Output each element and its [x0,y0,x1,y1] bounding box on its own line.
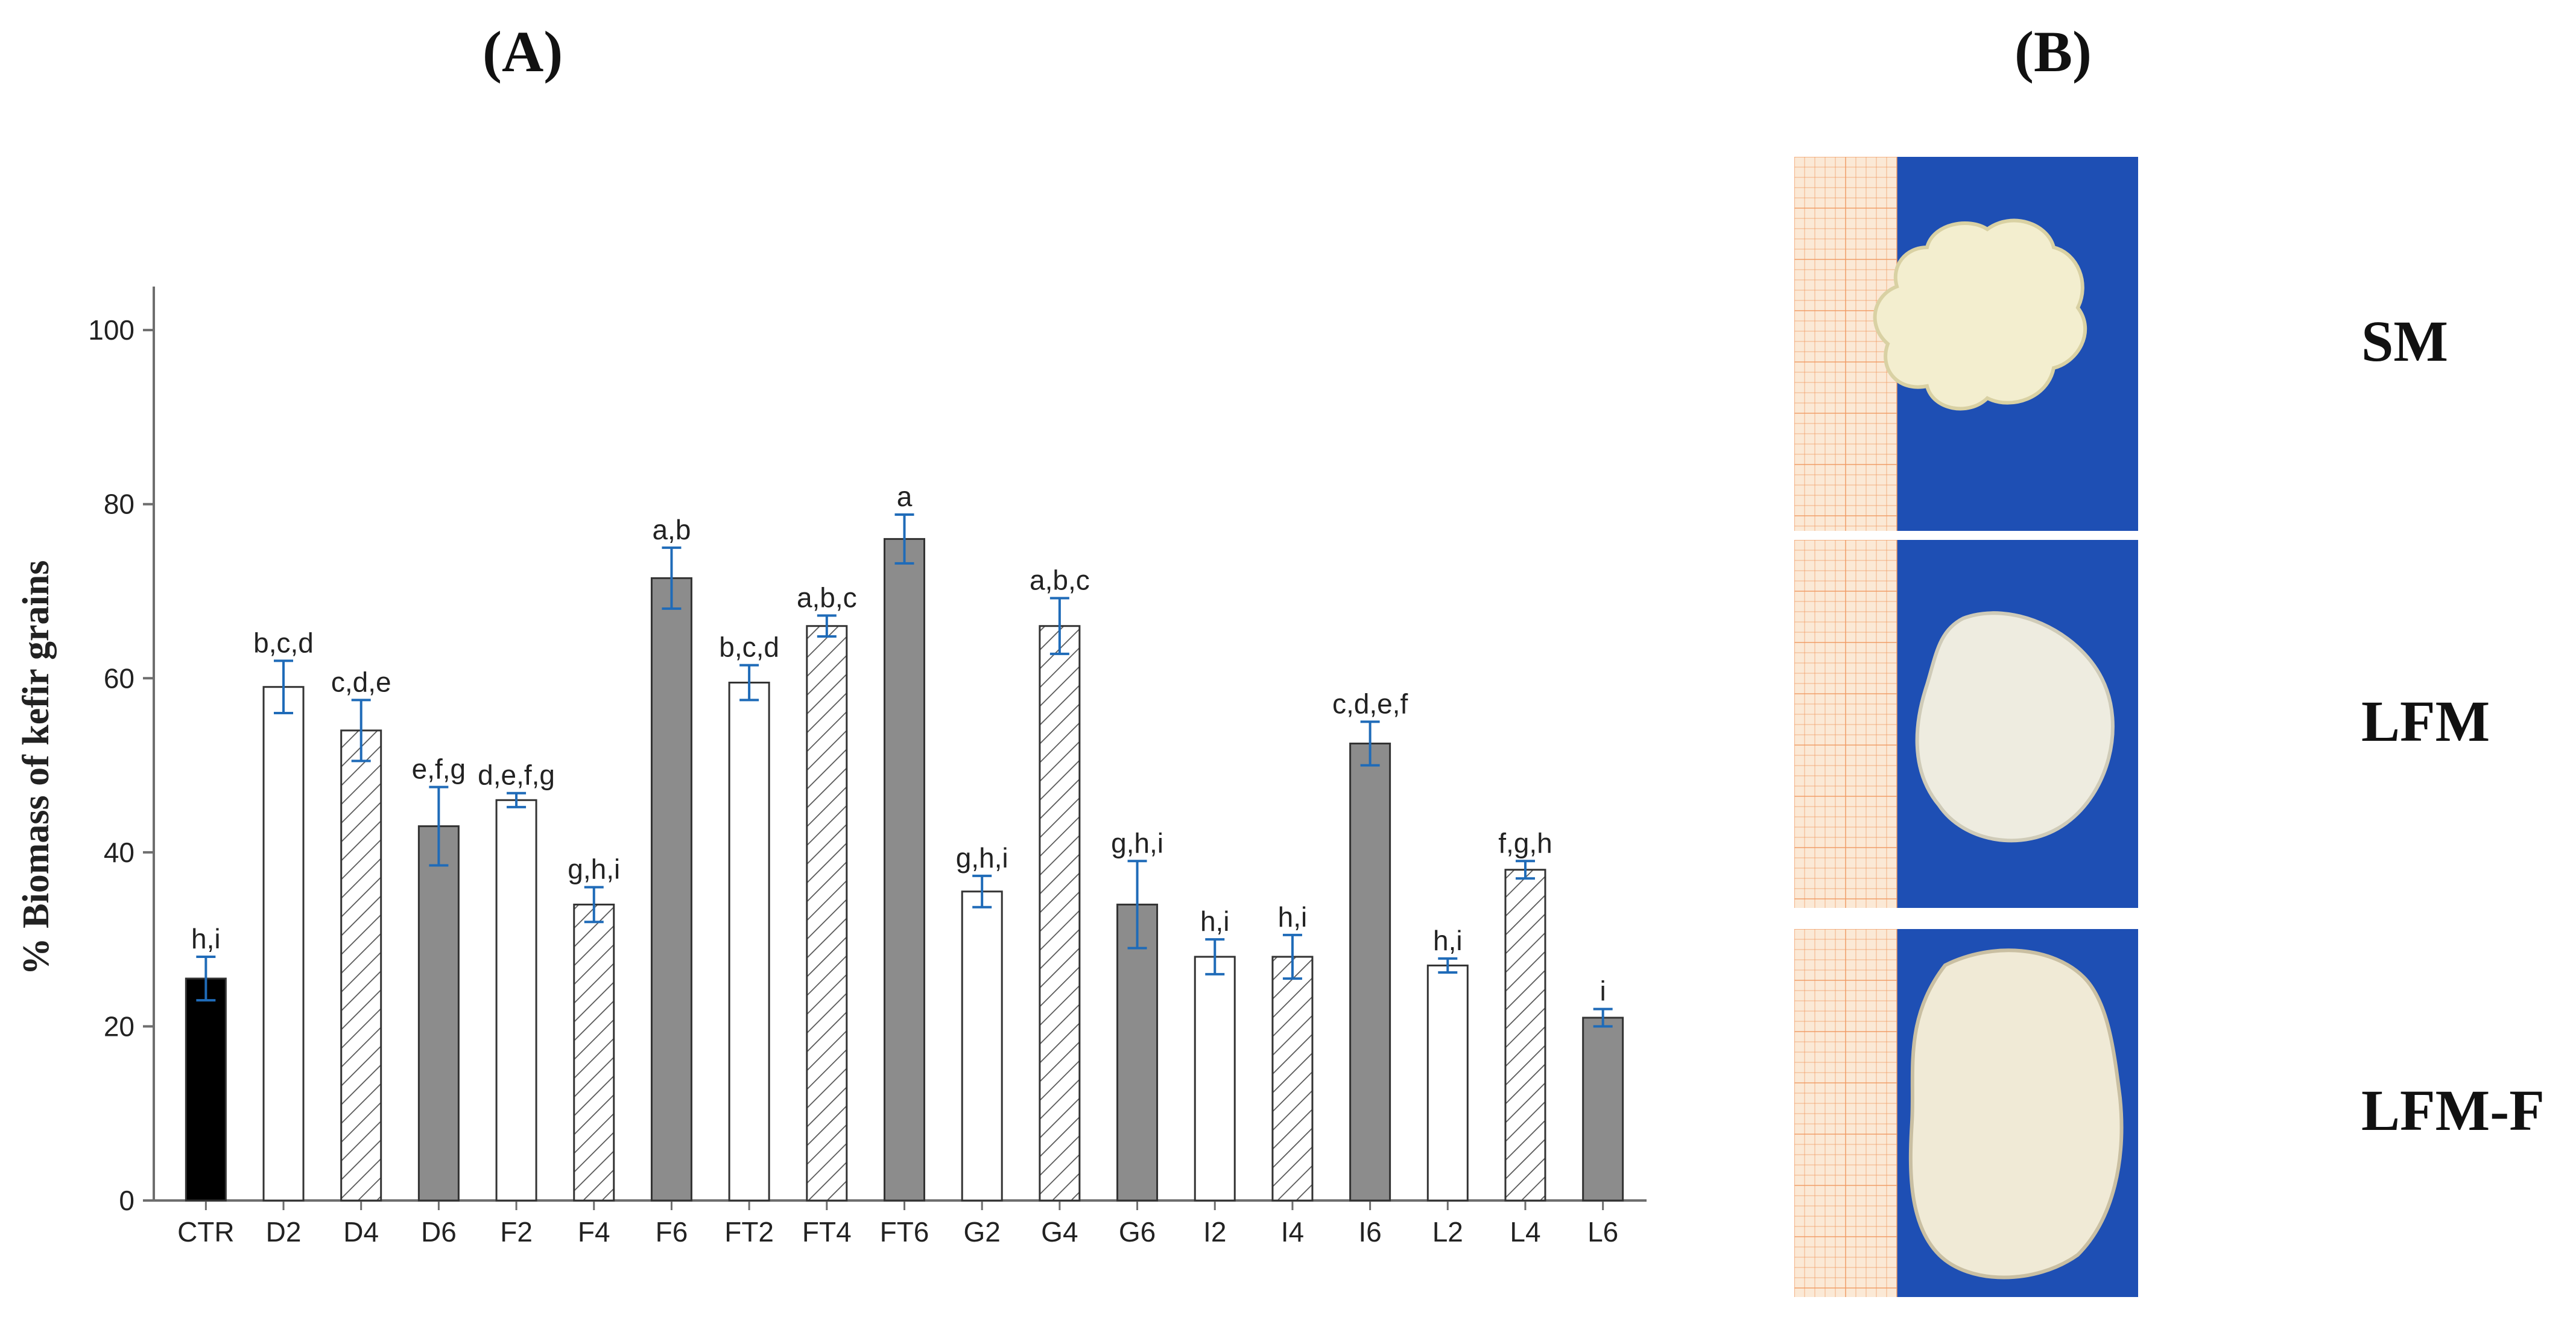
x-tick-label: L4 [1510,1216,1540,1248]
kefir-grain [1915,611,2115,843]
significance-label: a,b,c [1030,565,1090,596]
bar-d4 [340,729,382,1202]
x-tick-label: F2 [500,1216,533,1248]
x-tick-label: G4 [1041,1216,1078,1248]
panel-a-title: (A) [483,19,563,84]
significance-label: g,h,i [956,842,1008,874]
x-tick-label: I6 [1358,1216,1381,1248]
x-tick-label: F4 [578,1216,610,1248]
photo-image [1794,929,2138,1297]
significance-label: h,i [1278,901,1308,933]
bar-g4 [1039,625,1081,1202]
significance-label: a [897,481,913,512]
x-tick-label: I4 [1281,1216,1304,1248]
photo-image [1794,157,2138,531]
bar-f2 [495,799,537,1202]
significance-label: h,i [1200,906,1230,937]
significance-label: i [1600,975,1606,1007]
x-tick-label: CTR [177,1216,235,1248]
x-tick-label: I2 [1203,1216,1226,1248]
significance-label: d,e,f,g [478,760,555,791]
x-tick-label: D6 [421,1216,457,1248]
bar-ft4 [806,625,848,1202]
photo-label-lfm-f: LFM-F [2361,1078,2545,1143]
x-tick-label: D4 [343,1216,379,1248]
significance-label: g,h,i [1111,827,1163,858]
y-tick-label: 80 [104,489,134,520]
bar-i6 [1349,743,1391,1202]
significance-label: a,b,c [797,582,857,613]
significance-label: h,i [191,923,221,954]
significance-label: b,c,d [253,627,314,658]
bar-ft6 [884,538,925,1202]
y-tick-label: 0 [119,1185,134,1216]
significance-label: g,h,i [568,854,620,885]
y-axis-label: % Biomass of kefir grains [16,560,57,975]
bar-d2 [262,686,305,1202]
x-tick-label: G6 [1119,1216,1156,1248]
bars [185,513,1624,1202]
bar-ft2 [728,682,770,1202]
bar-f4 [573,903,615,1202]
labels: 0 20 40 60 80 100 % Biomass of kefir grains h,i… [16,314,1618,1248]
x-tick-label: G2 [963,1216,1000,1248]
x-tick-label: F6 [656,1216,688,1248]
significance-label: e,f,g [412,753,466,785]
y-tick-label: 40 [104,837,134,868]
y-tick-label: 100 [88,314,134,346]
significance-label: f,g,h [1498,827,1552,858]
x-tick-label: D2 [266,1216,302,1248]
significance-label: a,b [652,514,691,545]
bar-ctr [185,977,227,1202]
photo-image [1794,540,2138,908]
photo-label-lfm: LFM [2361,689,2490,753]
x-tick-label: FT4 [802,1216,852,1248]
kefir-grain [1873,218,2087,411]
panel-b-title: (B) [2014,19,2092,84]
x-tick-label: FT6 [880,1216,929,1248]
significance-label: h,i [1433,925,1463,956]
bar-chart: 0 20 40 60 80 100 % Biomass of kefir grains h,i… [16,287,1647,1248]
significance-label: c,d,e [331,666,391,697]
bar-g6 [1116,903,1159,1202]
significance-label: c,d,e,f [1332,688,1408,719]
bar-l2 [1426,964,1469,1202]
bar-i4 [1271,956,1314,1202]
bar-l6 [1582,1017,1624,1202]
significance-label: b,c,d [719,632,779,663]
bar-d6 [417,825,460,1202]
bar-l4 [1504,869,1546,1202]
y-tick-label: 60 [104,662,134,694]
y-tick-label: 20 [104,1010,134,1042]
bar-g2 [961,890,1003,1202]
bar-i2 [1194,956,1236,1202]
photo-lfm-f [1794,929,2138,1297]
x-tick-label: FT2 [724,1216,774,1248]
kefir-grain [1908,948,2124,1280]
bar-f6 [650,577,692,1202]
x-tick-label: L6 [1587,1216,1618,1248]
x-tick-label: L2 [1432,1216,1463,1248]
photo-lfm [1794,540,2138,908]
photo-label-sm: SM [2361,309,2448,373]
photo-sm [1794,157,2138,531]
